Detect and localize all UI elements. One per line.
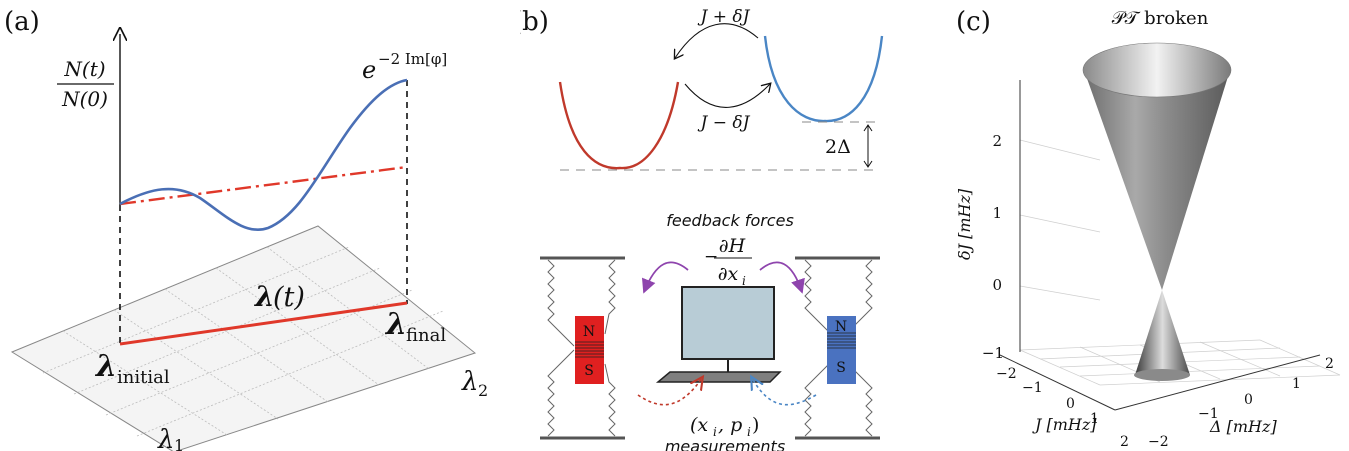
plane-grid [42,246,444,437]
z-tick-0: 0 [992,276,1002,294]
gap-arrow-heads [863,124,873,168]
panel-b: (b) J + δJ J − δJ 2Δ feedback forces − ∂… [520,0,920,451]
norm-curve [119,78,408,231]
y-label-denominator: N(0) [61,87,108,111]
x-tick-2: 2 [1120,434,1129,450]
curve-label-base: e [362,56,376,84]
lower-arrow-label: J − δJ [698,113,751,133]
panel-b-label: (b) [520,7,549,37]
panel-a-label: (a) [4,7,40,37]
lower-cone-base [1134,369,1190,381]
measure-sub-x: i [713,425,717,439]
panel-b-figure: (b) J + δJ J − δJ 2Δ feedback forces − ∂… [520,7,884,451]
pt-broken-label: 𝒫𝒯 broken [1112,8,1209,29]
tunnel-arrow-right [684,84,770,108]
gap-label: 2Δ [825,136,851,158]
y-tick-neg1: −1 [1198,406,1219,422]
path-label-arg: (t) [273,282,305,313]
axis-1-subscript: 1 [174,436,184,451]
laptop-keyboard [655,371,782,383]
left-magnet-n: N [583,324,595,340]
axis-2-label: λ [461,367,478,397]
lower-cone [1135,290,1190,379]
panel-c-label: (c) [956,7,991,37]
initial-subscript: initial [117,367,170,388]
parameter-path [119,301,408,346]
z-tick-1: 1 [992,204,1002,222]
measurements-label: measurements [665,437,785,451]
x-axis-line [999,354,1116,411]
feedback-label: feedback forces [666,211,794,230]
z-tick-2: 2 [992,132,1002,150]
upper-arrow-label: J + δJ [698,7,751,27]
curve-label-exponent: −2 Im[φ] [378,50,447,68]
panel-a-figure: (a) N(t) N(0) e −2 Im[φ] λ (t) λ initial… [4,7,488,451]
upper-cone-rim [1082,42,1232,98]
left-springs [547,259,616,437]
y-axis-label: Δ [mHz] [1209,417,1277,436]
right-well [763,35,884,123]
panel-a: (a) N(t) N(0) e −2 Im[φ] λ (t) λ initial… [0,0,520,451]
measure-open: (x [690,414,708,436]
right-magnet-s: S [836,360,846,376]
right-springs [804,259,873,437]
measure-arrow-left [637,378,702,406]
right-magnet-coils [827,332,856,349]
y-tick-1: 1 [1292,376,1301,392]
x-tick-0: 0 [1066,396,1075,412]
y-tick-neg2: −2 [1148,434,1169,450]
axis-2-subscript: 2 [478,381,488,400]
derivative-subscript: i [742,274,746,288]
derivative-numerator: ∂H [719,235,746,257]
measure-close: ) [752,414,759,436]
x-tick-1: 1 [1090,411,1099,427]
feedback-arrow-right [759,261,805,294]
axis-1-label: λ [157,425,174,451]
upper-cone [1084,70,1230,290]
path-label-lambda: λ [254,280,275,313]
left-magnet [575,316,604,384]
z-tick-neg1: −1 [982,344,1004,362]
x-tick-neg1: −1 [1022,380,1043,396]
panel-c-figure: (c) 𝒫𝒯 broken 2 1 0 −1 δJ [mHz] −2 −1 0 … [955,7,1341,450]
y-tick-2: 2 [1325,356,1334,372]
z-axis-label: δJ [mHz] [955,188,974,260]
x-tick-neg2: −2 [996,366,1017,382]
left-magnet-s: S [584,363,594,379]
tunnel-arrow-left [675,23,759,58]
y-tick-0: 0 [1244,392,1253,408]
derivative-denominator: ∂x [718,263,739,285]
laptop-screen [681,286,775,360]
right-magnet [827,316,856,384]
y-axis-line [1114,354,1321,411]
measure-middle: , p [718,414,742,436]
y-label-numerator: N(t) [63,57,105,81]
left-well [558,81,680,170]
x-axis-label: J [mHz] [1032,415,1097,434]
final-subscript: final [406,325,446,346]
panel-c: (c) 𝒫𝒯 broken 2 1 0 −1 δJ [mHz] −2 −1 0 … [940,0,1349,451]
measure-sub-p: i [747,425,751,439]
feedback-arrow-left [641,261,689,294]
left-magnet-coils [575,341,604,358]
final-label: λ [384,307,407,342]
measure-arrow-right [752,378,817,406]
reference-line [119,165,408,206]
derivative-minus: − [704,247,718,267]
initial-label: λ [94,349,117,384]
right-magnet-n: N [835,319,847,335]
